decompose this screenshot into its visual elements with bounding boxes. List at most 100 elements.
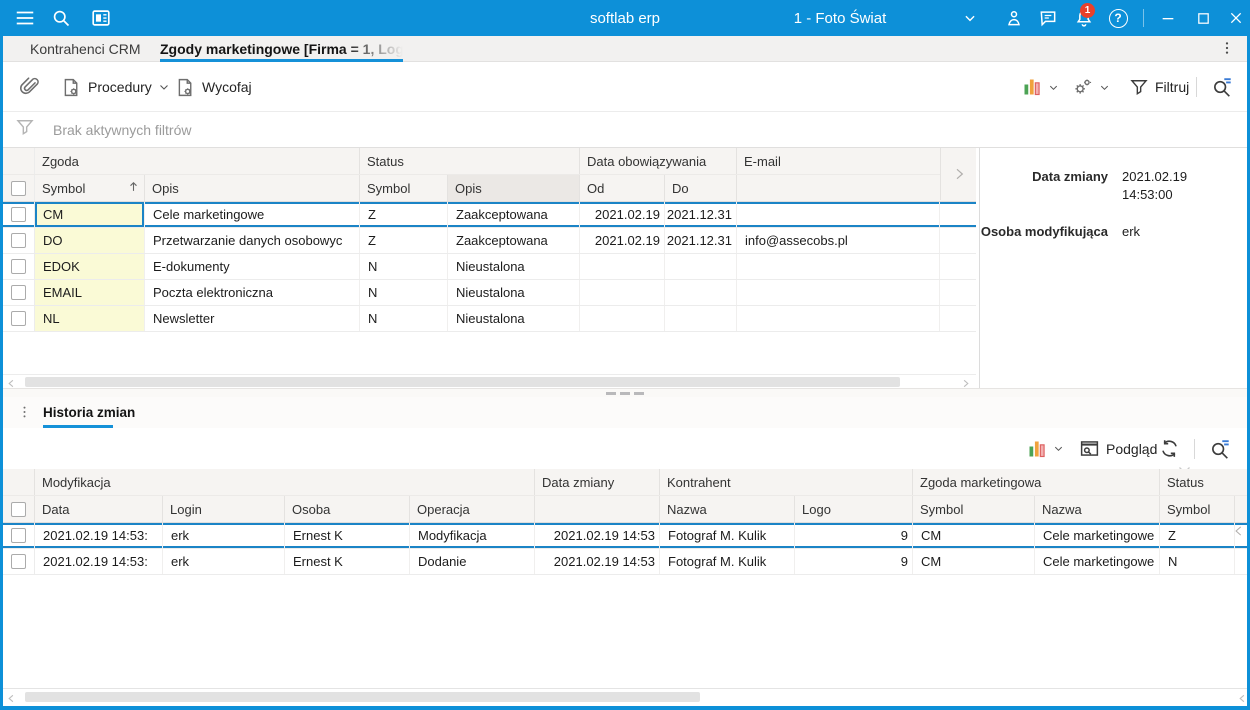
cell-od[interactable] — [580, 280, 665, 305]
podglad-button[interactable]: Podgląd — [1079, 428, 1157, 469]
cell-status-opis[interactable]: Nieustalona — [448, 254, 580, 279]
column-header-symbol[interactable]: Symbol — [913, 496, 1035, 522]
maximize-button[interactable] — [1189, 0, 1217, 36]
cell-email[interactable] — [737, 202, 940, 227]
table-row[interactable]: EDOK E-dokumenty N Nieustalona — [3, 254, 976, 280]
tab-zgody-marketingowe[interactable]: Zgody marketingowe [Firma = 1, LogoC — [160, 36, 403, 62]
cell-opis[interactable]: Poczta elektroniczna — [145, 280, 360, 305]
column-header-od[interactable]: Od — [580, 175, 665, 201]
cell-do[interactable] — [665, 280, 737, 305]
cell-osoba[interactable]: Ernest K — [285, 549, 410, 574]
row-checkbox[interactable] — [11, 259, 26, 274]
table-row[interactable]: EMAIL Poczta elektroniczna N Nieustalona — [3, 280, 976, 306]
cell-symbol[interactable]: EMAIL — [35, 280, 145, 305]
cell-symbol[interactable]: CM — [35, 202, 145, 227]
column-header-operacja[interactable]: Operacja — [410, 496, 535, 522]
panel-splitter[interactable] — [3, 388, 1247, 397]
cell-symbol[interactable]: EDOK — [35, 254, 145, 279]
group-header-data-zmiany[interactable]: Data zmiany — [535, 469, 660, 495]
settings-button[interactable] — [1071, 62, 1110, 112]
cell-login[interactable]: erk — [163, 549, 285, 574]
help-icon[interactable]: ? — [1104, 0, 1132, 36]
group-header-zgoda[interactable]: Zgoda — [35, 148, 360, 174]
cell-zgoda-nazwa[interactable]: Cele marketingowe — [1035, 549, 1160, 574]
cell-symbol[interactable]: DO — [35, 228, 145, 253]
cell-symbol[interactable]: NL — [35, 306, 145, 331]
table-row[interactable]: CM Cele marketingowe Z Zaakceptowana 202… — [3, 202, 976, 228]
cell-status-symbol[interactable]: Z — [360, 202, 448, 227]
cell-osoba[interactable]: Ernest K — [285, 523, 410, 548]
attachment-button[interactable] — [19, 62, 41, 112]
column-header-opis[interactable]: Opis — [145, 175, 360, 201]
table-row[interactable]: NL Newsletter N Nieustalona — [3, 306, 976, 332]
scroll-columns-left-icon[interactable] — [1232, 524, 1246, 543]
scroll-left-icon[interactable] — [6, 376, 17, 394]
cell-status-symbol[interactable]: N — [360, 280, 448, 305]
column-header-nazwa[interactable]: Nazwa — [660, 496, 795, 522]
cell-do[interactable] — [665, 254, 737, 279]
group-header-status[interactable]: Status — [360, 148, 580, 174]
table-row[interactable]: 2021.02.19 14:53: erk Ernest K Dodanie 2… — [3, 549, 1247, 575]
tab-historia-zmian[interactable]: Historia zmian — [43, 405, 136, 420]
group-header-data-obowiazywania[interactable]: Data obowiązywania — [580, 148, 737, 174]
close-button[interactable] — [1222, 0, 1250, 36]
cell-logo[interactable]: 9 — [795, 523, 913, 548]
quick-search-button[interactable] — [1211, 62, 1233, 112]
cell-status-opis[interactable]: Zaakceptowana — [448, 202, 580, 227]
row-checkbox[interactable] — [11, 207, 26, 222]
column-header-osoba[interactable]: Osoba — [285, 496, 410, 522]
cell-zgoda-symbol[interactable]: CM — [913, 549, 1035, 574]
cell-opis[interactable]: E-dokumenty — [145, 254, 360, 279]
scroll-left-icon[interactable] — [6, 691, 17, 709]
menu-icon[interactable] — [8, 0, 42, 36]
history-views-button[interactable] — [1027, 428, 1064, 469]
column-header-nazwa2[interactable]: Nazwa — [1035, 496, 1160, 522]
cell-do[interactable]: 2021.12.31 — [665, 228, 737, 253]
company-chevron-down-icon[interactable] — [958, 0, 982, 36]
group-header-status[interactable]: Status — [1167, 474, 1204, 490]
cell-status-symbol[interactable]: N — [360, 254, 448, 279]
cell-login[interactable]: erk — [163, 523, 285, 548]
column-header-status-symbol[interactable]: Symbol — [1160, 496, 1235, 522]
cell-kontrahent-nazwa[interactable]: Fotograf M. Kulik — [660, 523, 795, 548]
news-icon[interactable] — [84, 0, 118, 36]
scroll-edge-icon[interactable] — [1237, 691, 1248, 709]
cell-status-opis[interactable]: Nieustalona — [448, 280, 580, 305]
column-header-do[interactable]: Do — [665, 175, 737, 201]
row-checkbox[interactable] — [11, 285, 26, 300]
row-checkbox[interactable] — [11, 311, 26, 326]
refresh-button[interactable] — [1159, 428, 1180, 469]
row-checkbox[interactable] — [11, 233, 26, 248]
cell-od[interactable]: 2021.02.19 — [580, 228, 665, 253]
consents-horizontal-scrollbar[interactable] — [3, 374, 976, 388]
minimize-button[interactable] — [1154, 0, 1182, 36]
filtruj-button[interactable]: Filtruj — [1129, 62, 1189, 112]
tab-kontrahenci-crm[interactable]: Kontrahenci CRM — [30, 36, 141, 62]
cell-opis[interactable]: Newsletter — [145, 306, 360, 331]
cell-operacja[interactable]: Modyfikacja — [410, 523, 535, 548]
row-checkbox[interactable] — [11, 528, 26, 543]
cell-zgoda-nazwa[interactable]: Cele marketingowe — [1035, 523, 1160, 548]
messages-icon[interactable] — [1034, 0, 1062, 36]
group-header-kontrahent[interactable]: Kontrahent — [660, 469, 913, 495]
column-header-login[interactable]: Login — [163, 496, 285, 522]
cell-opis[interactable]: Cele marketingowe — [145, 202, 360, 227]
cell-operacja[interactable]: Dodanie — [410, 549, 535, 574]
cell-email[interactable] — [737, 306, 940, 331]
history-kebab-menu-icon[interactable] — [17, 403, 32, 426]
cell-status-symbol[interactable]: Z — [1160, 523, 1235, 548]
cell-kontrahent-nazwa[interactable]: Fotograf M. Kulik — [660, 549, 795, 574]
cell-data[interactable]: 2021.02.19 14:53: — [35, 549, 163, 574]
wycofaj-button[interactable]: Wycofaj — [175, 62, 252, 112]
scroll-columns-right-icon[interactable] — [940, 148, 976, 200]
cell-status-opis[interactable]: Zaakceptowana — [448, 228, 580, 253]
table-row[interactable]: 2021.02.19 14:53: erk Ernest K Modyfikac… — [3, 523, 1247, 549]
cell-data[interactable]: 2021.02.19 14:53: — [35, 523, 163, 548]
cell-od[interactable]: 2021.02.19 — [580, 202, 665, 227]
tab-overflow-menu-icon[interactable] — [1219, 40, 1235, 61]
row-checkbox[interactable] — [11, 554, 26, 569]
select-all-checkbox[interactable] — [11, 501, 26, 517]
column-header-status-opis[interactable]: Opis — [448, 175, 580, 201]
views-button[interactable] — [1022, 62, 1059, 112]
cell-do[interactable] — [665, 306, 737, 331]
